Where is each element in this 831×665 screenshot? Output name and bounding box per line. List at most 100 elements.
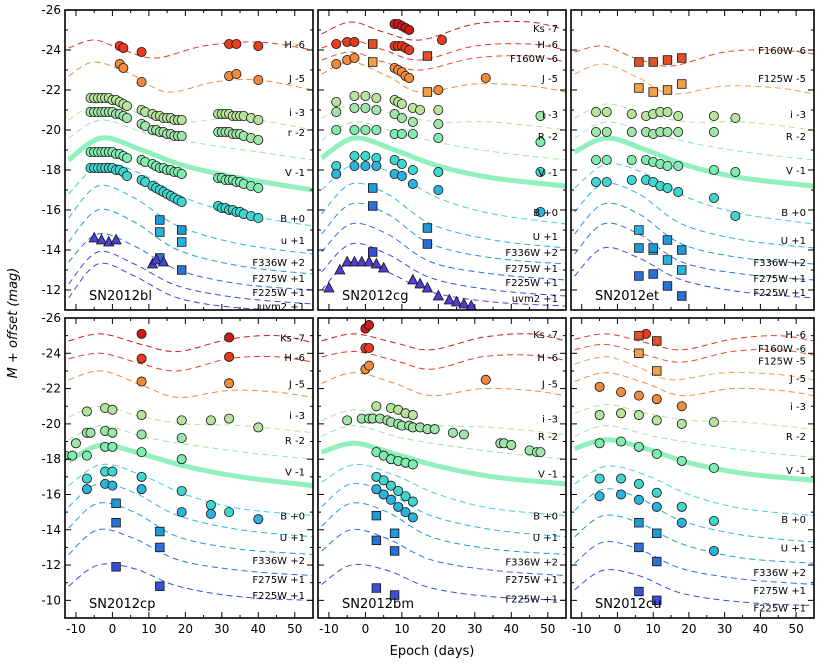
band-label-i: i -3 xyxy=(289,411,305,422)
data-point-V xyxy=(594,438,605,449)
template-curve-R xyxy=(321,121,566,161)
data-point-V xyxy=(730,166,741,177)
data-point-R xyxy=(371,105,382,116)
data-point-F125W xyxy=(368,57,378,67)
x-tick-label: 40 xyxy=(251,622,266,636)
data-point-Ks xyxy=(224,332,235,343)
data-point-J xyxy=(651,394,662,405)
data-point-J xyxy=(349,53,360,64)
data-point-i xyxy=(331,97,342,108)
data-point-F336W xyxy=(368,183,378,193)
data-point-F160W xyxy=(634,57,644,67)
data-point-U xyxy=(433,184,444,195)
template-curve-F160W xyxy=(574,343,814,363)
x-tick-label: 10 xyxy=(141,622,156,636)
data-point-V xyxy=(81,450,92,461)
band-label-Ks: Ks -7 xyxy=(280,333,305,344)
data-point-U xyxy=(205,508,216,519)
data-point-F160W xyxy=(652,336,662,346)
band-label-F125W: F125W -5 xyxy=(758,356,806,367)
template-curve-U xyxy=(321,482,566,538)
data-point-B xyxy=(224,507,235,518)
template-curve-R xyxy=(574,121,814,161)
data-point-R xyxy=(396,113,407,124)
data-point-U xyxy=(616,489,627,500)
data-point-R xyxy=(360,103,371,114)
panel-title: SN2012cp xyxy=(89,597,155,612)
band-label-U: U +1 xyxy=(781,236,806,247)
data-point-R xyxy=(176,432,187,443)
data-point-U xyxy=(594,491,605,502)
data-point-V xyxy=(662,160,673,171)
data-point-B xyxy=(81,473,92,484)
data-point-uvm2 xyxy=(450,295,463,307)
data-point-J xyxy=(676,401,687,412)
band-label-F125W: F125W -5 xyxy=(758,74,806,85)
x-tick-label: 40 xyxy=(753,622,768,636)
data-point-F160W xyxy=(634,330,644,341)
band-label-F275W: F275W +1 xyxy=(252,575,305,586)
template-curve-F275W xyxy=(68,528,313,577)
data-point-V xyxy=(176,454,187,465)
data-point-R xyxy=(458,429,469,440)
x-tick-label: 50 xyxy=(540,622,555,636)
data-point-F275W xyxy=(677,291,687,301)
band-label-B: B +0 xyxy=(533,512,558,523)
data-point-U xyxy=(535,206,546,217)
band-label-F336W: F336W +2 xyxy=(753,568,806,579)
band-label-F160W: F160W -6 xyxy=(758,46,806,57)
data-point-F336W xyxy=(177,225,187,235)
x-tick-label: 0 xyxy=(109,622,117,636)
data-point-F225W xyxy=(634,586,644,597)
band-label-F160W: F160W -6 xyxy=(510,54,558,65)
data-point-F125W xyxy=(662,85,673,95)
data-point-U xyxy=(385,494,396,505)
data-point-R xyxy=(107,427,118,438)
template-curve-J xyxy=(321,61,566,93)
panel-frame xyxy=(570,9,815,311)
y-tick-label: -18 xyxy=(41,452,61,466)
x-tick-label: 10 xyxy=(394,622,409,636)
template-curve-V xyxy=(320,135,566,189)
data-point-U xyxy=(407,178,418,189)
band-label-V: V -1 xyxy=(538,168,558,179)
data-point-U xyxy=(371,484,382,495)
data-point-H xyxy=(136,47,147,58)
data-point-J xyxy=(594,381,605,392)
data-point-B xyxy=(396,158,407,169)
y-tick-label: -14 xyxy=(41,243,61,257)
data-point-U xyxy=(633,494,644,505)
data-point-V xyxy=(601,154,612,165)
band-label-H: H -6 xyxy=(537,40,558,51)
data-point-uvm2 xyxy=(407,273,419,285)
data-point-V xyxy=(407,128,418,139)
data-point-R xyxy=(433,119,444,130)
data-point-V xyxy=(676,455,687,466)
data-point-i xyxy=(730,113,741,124)
data-point-R xyxy=(70,438,81,449)
data-point-V xyxy=(349,125,360,136)
data-point-U xyxy=(349,160,360,171)
data-point-V xyxy=(396,128,407,139)
data-point-i xyxy=(633,410,644,421)
data-point-B xyxy=(205,500,216,511)
template-curve-F125W xyxy=(574,356,814,381)
data-point-F275W xyxy=(155,542,165,553)
band-label-U: U +1 xyxy=(781,543,806,554)
x-tick-label: -10 xyxy=(66,622,86,636)
band-label-F336W: F336W +2 xyxy=(252,258,305,269)
template-curve-B xyxy=(574,163,814,225)
data-point-R xyxy=(662,127,673,138)
data-point-uvm2 xyxy=(150,253,162,265)
template-curve-F336W xyxy=(68,502,313,555)
data-point-i xyxy=(626,109,637,120)
data-point-B xyxy=(673,186,684,197)
data-point-F225W xyxy=(371,583,382,593)
data-point-B xyxy=(708,515,719,526)
data-point-i xyxy=(673,111,684,122)
data-point-R xyxy=(535,111,546,122)
template-curve-J xyxy=(574,372,814,397)
data-point-U xyxy=(396,170,407,181)
x-tick-label: 20 xyxy=(431,622,446,636)
